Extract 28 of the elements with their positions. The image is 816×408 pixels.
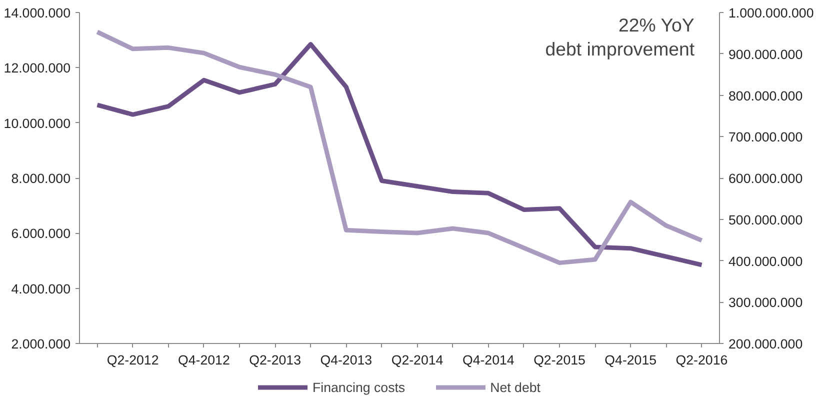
y-tick-label: 6.000.000	[11, 226, 71, 242]
y-tick-label: 4.000.000	[11, 281, 71, 296]
y-tick-label: 8.000.000	[11, 171, 71, 186]
y-tick-label: 10.000.000	[4, 116, 71, 131]
legend-label: Financing costs	[312, 380, 406, 394]
y2-tick-label: 700.000.000	[728, 130, 803, 145]
y-tick-label: 12.000.000	[4, 60, 71, 76]
y2-tick-label: 500.000.000	[728, 212, 803, 228]
y2-tick-label: 600.000.000	[728, 171, 803, 186]
x-tick-label: Q2-2015	[534, 352, 586, 368]
y2-tick-label: 800.000.000	[728, 88, 803, 104]
x-tick-label: Q2-2012	[106, 352, 159, 368]
x-tick-label: Q4-2013	[320, 352, 372, 368]
x-tick-label: Q2-2016	[676, 352, 728, 368]
y2-tick-label: 300.000.000	[728, 295, 803, 310]
y-tick-label: 14.000.000	[4, 6, 71, 20]
legend-label: Net debt	[490, 380, 540, 394]
x-tick-label: Q2-2014	[391, 352, 444, 368]
y2-tick-label: 200.000.000	[728, 336, 803, 352]
y2-tick-label: 900.000.000	[728, 46, 803, 62]
x-tick-label: Q4-2014	[462, 352, 515, 368]
x-tick-label: Q4-2015	[604, 352, 657, 368]
y-tick-label: 2.000.000	[11, 336, 71, 352]
y2-tick-label: 1.000.000.000	[728, 6, 814, 20]
x-tick-label: Q2-2013	[249, 352, 301, 368]
x-tick-label: Q4-2012	[178, 352, 230, 368]
annotation: 22% YoY debt improvement	[545, 14, 696, 60]
y2-tick-label: 400.000.000	[728, 254, 803, 269]
